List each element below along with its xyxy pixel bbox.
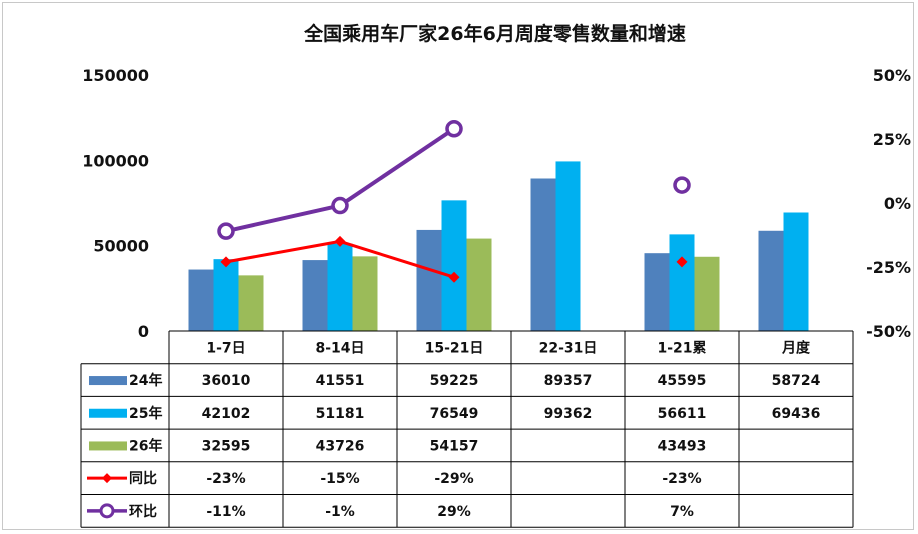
- bar-series: [188, 161, 809, 331]
- category-label: 1-21累: [657, 340, 706, 356]
- point-同比-8-14日: [334, 235, 346, 247]
- right-axis-tick-label: 25%: [873, 130, 911, 149]
- data-label: 29%: [437, 504, 471, 520]
- line-segment-同比: [339, 239, 455, 279]
- right-axis-tick-label: -50%: [866, 322, 911, 341]
- data-label: 56611: [658, 406, 707, 422]
- data-label: 99362: [544, 406, 593, 422]
- data-label: 51181: [316, 406, 365, 422]
- data-label: -23%: [662, 471, 701, 487]
- right-axis-tick-label: 0%: [884, 194, 911, 213]
- data-label: 45595: [658, 373, 707, 389]
- bar-25年-月度: [783, 212, 809, 331]
- category-label: 8-14日: [315, 340, 364, 356]
- bar-25年-8-14日: [327, 243, 353, 331]
- bar-24年-1-7日: [188, 269, 214, 331]
- data-label: 58724: [772, 373, 821, 389]
- right-axis-ticks: 50% 25% 0% -25% -50%: [866, 66, 911, 341]
- bar-25年-22-31日: [555, 161, 581, 331]
- chart-canvas: 全国乘用车厂家26年6月周度零售数量和增速 150000 100000 50000 0…: [80, 22, 911, 528]
- left-axis-ticks: 150000 100000 50000 0: [82, 66, 149, 341]
- legend-key-环比: [99, 503, 115, 519]
- data-label: 43726: [316, 438, 365, 454]
- line-segment-同比: [225, 239, 341, 264]
- data-label: -1%: [325, 504, 355, 520]
- line-series: [217, 120, 691, 283]
- bar-26年-1-7日: [238, 275, 264, 331]
- right-axis-tick-label: 50%: [873, 66, 911, 85]
- bar-24年-月度: [758, 230, 784, 331]
- data-label: 59225: [430, 373, 479, 389]
- point-同比-1-21累: [676, 256, 688, 268]
- legend-label-24年: 24年: [129, 372, 162, 389]
- point-环比-15-21日: [445, 120, 463, 138]
- data-label: 7%: [670, 504, 694, 520]
- left-axis-tick-label: 150000: [82, 66, 149, 85]
- legend-label-25年: 25年: [129, 405, 162, 422]
- bar-24年-15-21日: [416, 229, 442, 331]
- point-环比-1-7日: [217, 222, 235, 240]
- legend-key-同比: [102, 473, 112, 484]
- point-同比-1-7日: [220, 256, 232, 268]
- data-label: 42102: [202, 406, 251, 422]
- data-label: 43493: [658, 438, 707, 454]
- data-label: 36010: [202, 373, 251, 389]
- data-label: -23%: [206, 471, 245, 487]
- legend-key-24年: [89, 376, 127, 386]
- bar-26年-8-14日: [352, 256, 378, 331]
- bar-26年-15-21日: [466, 238, 492, 331]
- line-segment-环比: [338, 127, 456, 208]
- category-label: 月度: [781, 339, 811, 356]
- category-label: 22-31日: [539, 340, 598, 356]
- legend-label-26年: 26年: [129, 437, 162, 454]
- data-label: 89357: [544, 373, 593, 389]
- legend-label-环比: 环比: [129, 503, 157, 520]
- bar-24年-8-14日: [302, 260, 328, 331]
- right-axis-tick-label: -25%: [866, 258, 911, 277]
- data-label: 54157: [430, 438, 479, 454]
- bar-25年-15-21日: [441, 200, 467, 331]
- data-label: 69436: [772, 406, 821, 422]
- data-label: 32595: [202, 438, 251, 454]
- point-环比-8-14日: [331, 196, 349, 215]
- left-axis-tick-label: 100000: [82, 151, 149, 170]
- data-table: 1-7日 8-14日 15-21日 22-31日 1-21累 月度 24年 36010 4155…: [80, 330, 854, 528]
- left-axis-tick-label: 0: [138, 322, 149, 341]
- bar-25年-1-7日: [213, 259, 239, 331]
- category-label: 15-21日: [425, 340, 484, 356]
- legend-label-同比: 同比: [129, 470, 157, 487]
- legend-key-25年: [89, 408, 127, 418]
- point-环比-1-21累: [673, 176, 691, 194]
- data-label: -15%: [320, 471, 359, 487]
- point-同比-15-21日: [448, 271, 460, 283]
- chart-title: 全国乘用车厂家26年6月周度零售数量和增速: [303, 22, 686, 45]
- line-segment-环比: [225, 203, 341, 234]
- left-axis-tick-label: 50000: [93, 237, 149, 256]
- data-label: 76549: [430, 406, 479, 422]
- bar-25年-1-21累: [669, 234, 695, 331]
- legend-key-26年: [89, 441, 127, 451]
- bar-24年-22-31日: [530, 178, 556, 331]
- data-label: 41551: [316, 373, 365, 389]
- bar-26年-1-21累: [694, 256, 720, 331]
- data-label: -29%: [434, 471, 473, 487]
- data-label: -11%: [206, 504, 245, 520]
- bar-24年-1-21累: [644, 253, 670, 331]
- category-label: 1-7日: [206, 340, 245, 356]
